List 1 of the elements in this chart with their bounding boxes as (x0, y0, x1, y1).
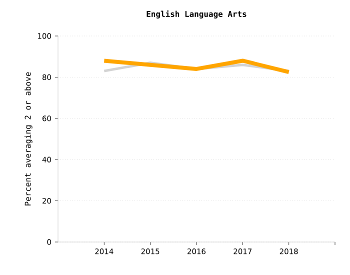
line-series (102, 58, 291, 74)
